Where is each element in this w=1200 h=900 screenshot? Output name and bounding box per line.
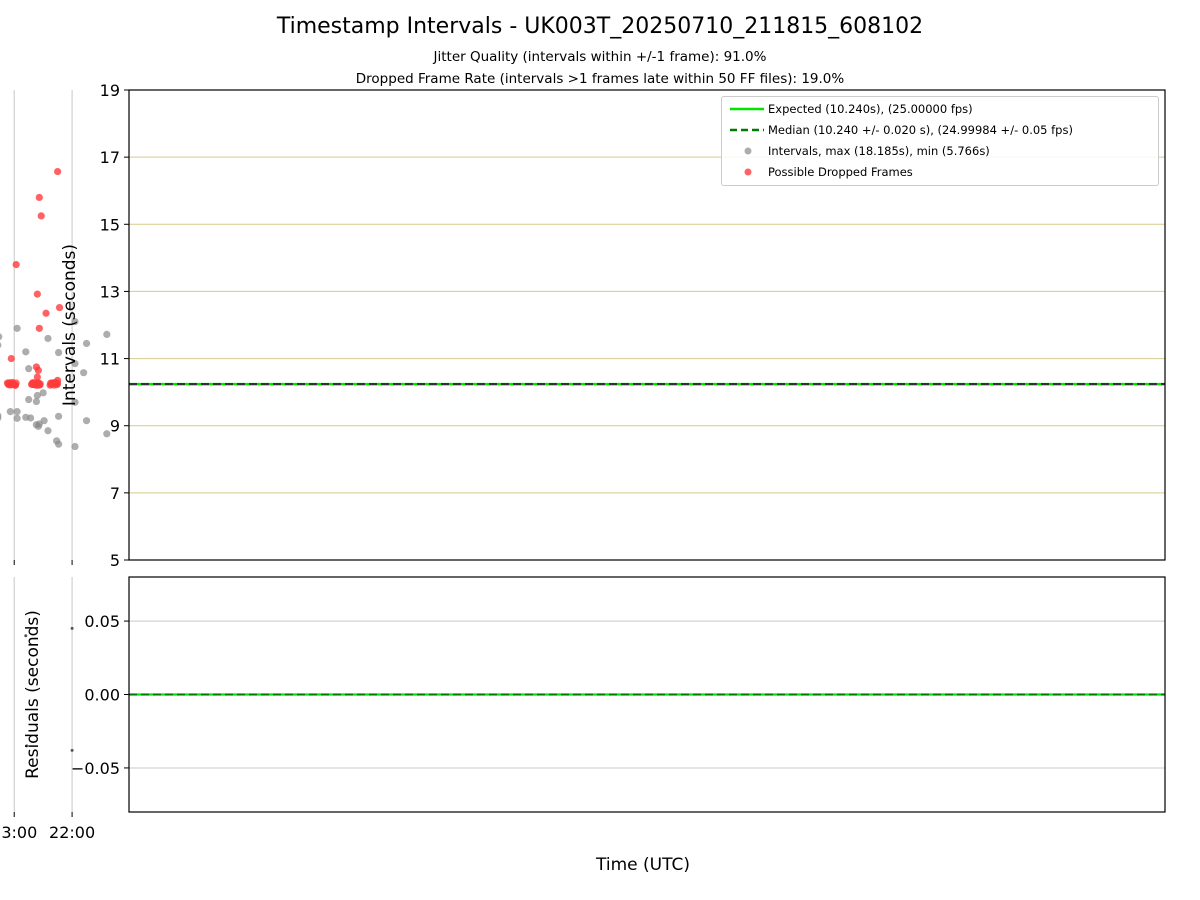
legend-item-intervals: Intervals, max (18.185s), min (5.766s): [722, 141, 1158, 161]
top-ytick-label: 13: [100, 282, 120, 301]
xtick-label: 22:00: [49, 823, 95, 842]
legend-label-expected: Expected (10.240s), (25.00000 fps): [768, 102, 973, 116]
interval-point: [0, 342, 2, 349]
interval-point: [71, 360, 79, 368]
legend-label-median: Median (10.240 +/- 0.020 s), (24.99984 +…: [768, 123, 1073, 137]
dropped-frames: [7, 167, 64, 384]
interval-point: [54, 348, 63, 357]
bottom-ytick-label: −0.05: [71, 759, 120, 778]
legend-label-dropped: Possible Dropped Frames: [768, 165, 913, 179]
interval-point: [0, 333, 3, 341]
interval-point: [33, 391, 41, 400]
interval-point: [13, 408, 21, 416]
interval-point: [0, 415, 2, 421]
residual-point: [25, 744, 29, 748]
legend-item-median: Median (10.240 +/- 0.020 s), (24.99984 +…: [722, 120, 1158, 140]
residual-point: [70, 626, 74, 630]
dropped-frame-point: [12, 260, 20, 269]
top-ytick-label: 7: [110, 484, 120, 503]
dropped-frame-point: [33, 290, 41, 298]
interval-point: [71, 318, 79, 326]
dropped-frame-point: [27, 380, 36, 388]
dropped-frame-point: [46, 381, 54, 389]
interval-point: [103, 330, 111, 338]
interval-point: [80, 369, 88, 377]
interval-point: [22, 348, 30, 356]
chart-subtitle-jitter: Jitter Quality (intervals within +/-1 fr…: [433, 49, 767, 65]
legend-item-dropped: Possible Dropped Frames: [722, 162, 1158, 182]
dropped-frame-point: [37, 212, 45, 220]
top-ytick-label: 9: [110, 417, 120, 436]
interval-point: [82, 417, 91, 425]
residual-point: [70, 748, 74, 752]
interval-point: [44, 334, 52, 343]
top-ytick-label: 11: [100, 350, 120, 369]
dropped-frame-point: [55, 303, 64, 312]
interval-point: [71, 442, 79, 451]
interval-point: [32, 421, 40, 429]
interval-point: [53, 437, 61, 445]
top-panel-frame: [128, 89, 1166, 561]
top-ylabel: Intervals (seconds): [60, 244, 80, 406]
dropped-frame-point: [54, 167, 62, 176]
interval-point: [22, 413, 30, 421]
dropped-frame-point: [42, 309, 50, 317]
dropped-frame-point: [32, 363, 40, 371]
dropped-frame-point: [54, 376, 62, 384]
interval-point: [103, 430, 111, 438]
interval-point: [82, 339, 91, 348]
interval-point: [71, 398, 79, 406]
dropped-baseline-runs: [3, 378, 62, 389]
interval-point: [44, 427, 52, 435]
top-ytick-label: 5: [110, 551, 120, 570]
residual-point: [24, 634, 28, 638]
dropped-frame-point: [33, 373, 41, 381]
interval-outliers: [0, 318, 111, 451]
top-ytick-label: 17: [100, 148, 120, 167]
xtick-label: 23:00: [0, 823, 37, 842]
dropped-frame-point: [3, 379, 12, 387]
interval-point: [13, 414, 21, 422]
legend: Expected (10.240s), (25.00000 fps) Media…: [721, 96, 1159, 186]
top-ytick-label: 15: [100, 215, 120, 234]
xlabel: Time (UTC): [595, 855, 690, 875]
interval-point: [13, 324, 21, 332]
interval-point: [54, 412, 63, 420]
bottom-ytick-label: 0.00: [84, 686, 120, 705]
interval-point: [6, 408, 14, 416]
interval-point: [25, 365, 33, 373]
bottom-ytick-label: 0.05: [84, 612, 120, 631]
dropped-frame-point: [7, 354, 15, 363]
interval-point: [32, 397, 40, 406]
top-ytick-label: 19: [100, 81, 120, 100]
legend-label-intervals: Intervals, max (18.185s), min (5.766s): [768, 144, 990, 158]
bottom-ylabel: Residuals (seconds): [23, 610, 43, 779]
chart-subtitle-dropped: Dropped Frame Rate (intervals >1 frames …: [355, 71, 845, 87]
chart-title: Timestamp Intervals - UK003T_20250710_21…: [276, 14, 924, 39]
residual-points: [24, 626, 74, 752]
legend-item-expected: Expected (10.240s), (25.00000 fps): [722, 99, 1158, 119]
interval-point: [39, 389, 47, 397]
dropped-frame-point: [35, 324, 43, 332]
dropped-frame-point: [35, 193, 43, 202]
interval-point: [25, 395, 33, 404]
